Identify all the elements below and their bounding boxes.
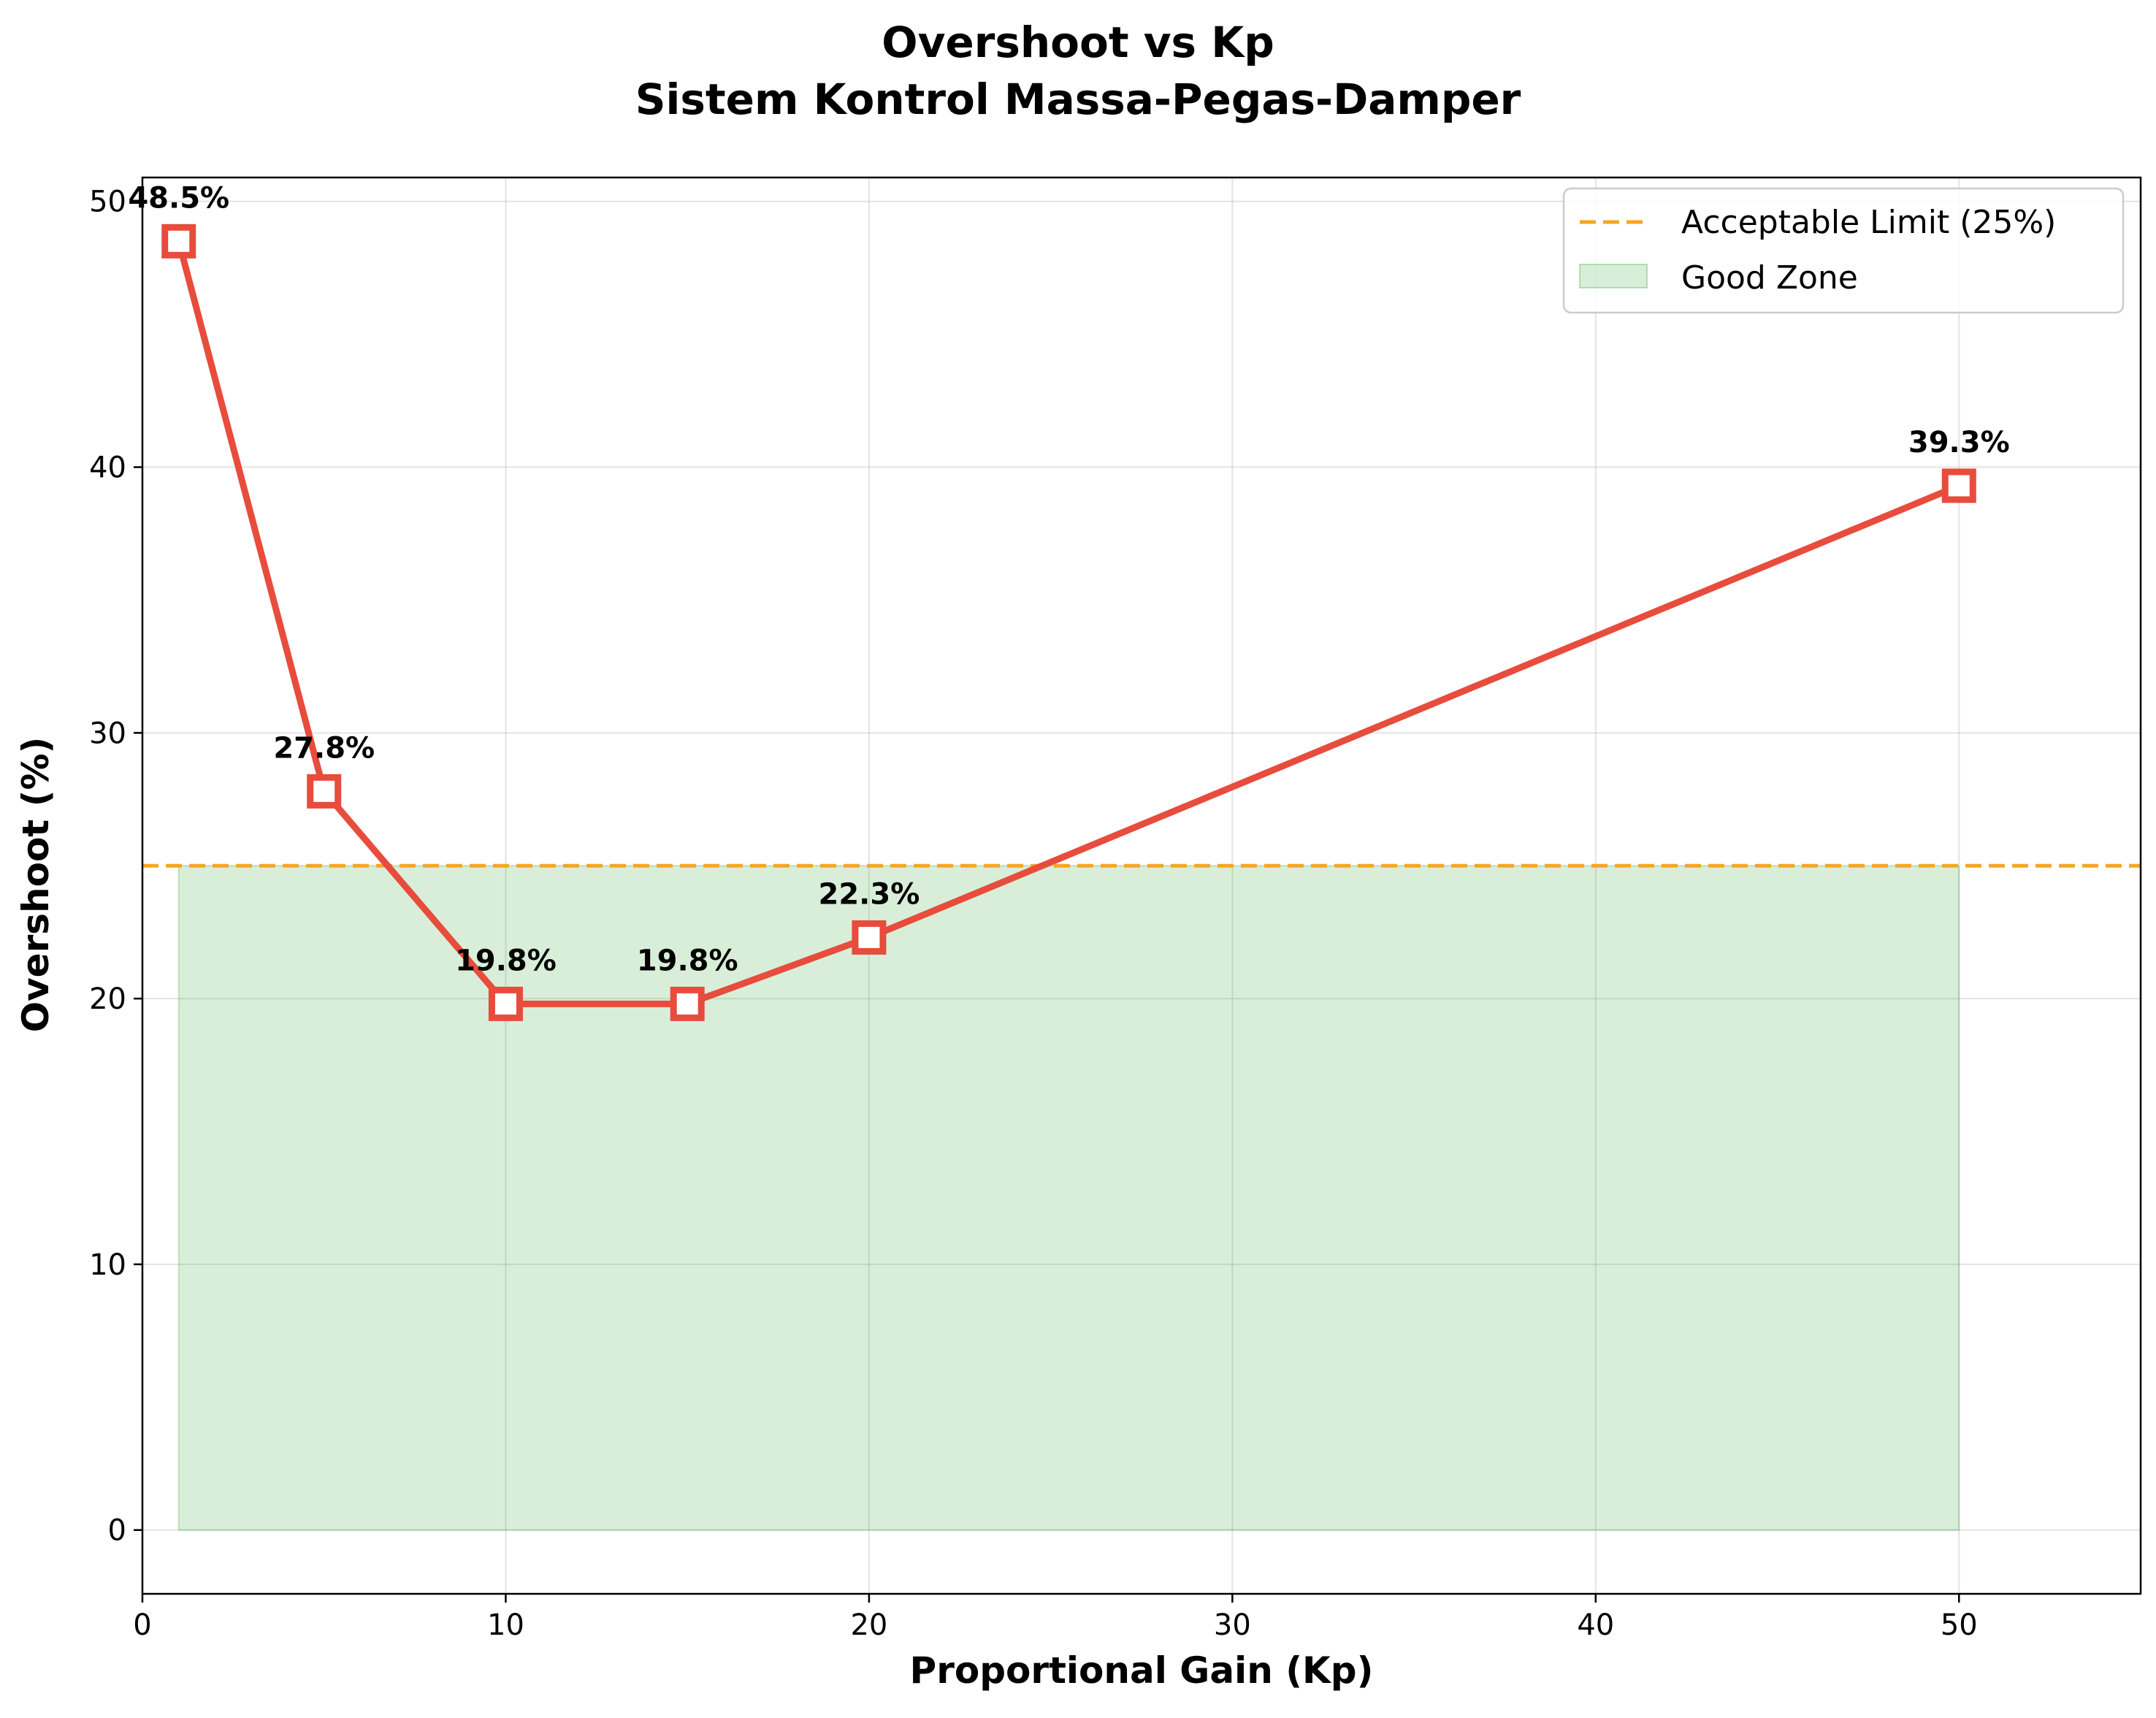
x-axis-ticks: 0 10 20 30 40 50	[133, 1594, 1978, 1642]
y-axis-label: Overshoot (%)	[15, 737, 57, 1033]
x-tick-label: 50	[1941, 1608, 1978, 1642]
x-tick-label: 40	[1577, 1608, 1614, 1642]
legend-zone-label: Good Zone	[1681, 259, 1858, 297]
data-label: 48.5%	[128, 181, 229, 215]
grid-lines	[142, 177, 2141, 1594]
data-label: 27.8%	[273, 731, 375, 765]
legend: Acceptable Limit (25%) Good Zone	[1562, 187, 2125, 314]
x-tick-label: 20	[850, 1608, 887, 1642]
plot-frame	[141, 176, 2142, 1595]
x-tick-label: 10	[487, 1608, 524, 1642]
data-label: 39.3%	[1908, 426, 2010, 459]
data-label: 19.8%	[455, 944, 557, 977]
data-point-marker	[670, 986, 705, 1021]
y-tick-label: 30	[89, 717, 126, 750]
data-point-marker	[852, 920, 887, 955]
legend-limit-label: Acceptable Limit (25%)	[1681, 204, 2056, 241]
data-point-marker	[307, 774, 342, 809]
y-axis-ticks: 0 10 20 30 40 50	[89, 186, 142, 1548]
data-label: 22.3%	[819, 877, 920, 911]
chart-subtitle: Sistem Kontrol Massa-Pegas-Damper	[635, 75, 1521, 124]
legend-zone-swatch	[1579, 264, 1648, 289]
x-tick-label: 30	[1214, 1608, 1251, 1642]
overshoot-series-line	[175, 240, 1960, 1007]
y-tick-label: 0	[108, 1514, 126, 1548]
y-tick-label: 20	[89, 982, 126, 1016]
y-tick-label: 40	[89, 451, 126, 485]
series-markers	[161, 224, 1976, 1021]
good-zone-region	[177, 865, 1960, 1531]
data-labels: 48.5% 27.8% 19.8% 19.8% 22.3% 39.3%	[128, 181, 2009, 977]
data-point-marker	[161, 224, 196, 259]
data-point-marker	[1941, 468, 1976, 503]
legend-box	[1562, 187, 2125, 314]
y-tick-label: 50	[89, 186, 126, 219]
x-tick-label: 0	[133, 1608, 151, 1642]
x-axis-label: Proportional Gain (Kp)	[910, 1649, 1374, 1692]
data-point-marker	[488, 986, 523, 1021]
y-tick-label: 10	[89, 1248, 126, 1282]
data-label: 19.8%	[637, 944, 738, 977]
chart-title: Overshoot vs Kp	[882, 18, 1274, 67]
